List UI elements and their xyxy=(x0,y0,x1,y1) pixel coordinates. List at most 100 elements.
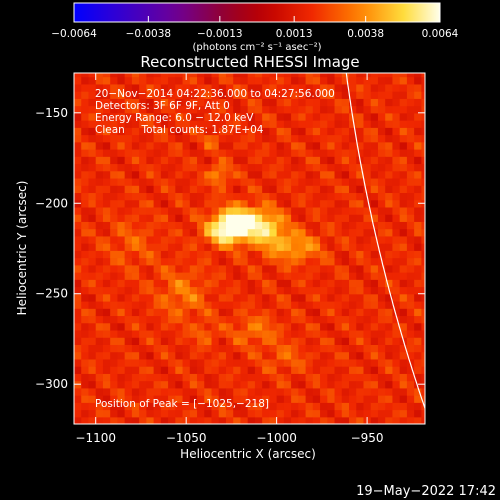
heatmap-cell xyxy=(269,105,278,114)
heatmap-cell xyxy=(218,351,227,360)
heatmap-cell xyxy=(175,344,184,353)
heatmap-cell xyxy=(305,141,314,150)
heatmap-cell xyxy=(320,387,328,396)
heatmap-cell xyxy=(160,235,169,244)
heatmap-cell xyxy=(247,112,256,121)
heatmap-cell xyxy=(421,337,425,345)
heatmap-cell xyxy=(240,206,249,215)
heatmap-cell xyxy=(225,170,234,179)
heatmap-cell xyxy=(298,228,307,237)
heatmap-cell xyxy=(131,243,140,251)
heatmap-cell xyxy=(312,243,321,251)
heatmap-cell xyxy=(421,293,425,302)
heatmap-cell xyxy=(421,358,425,367)
heatmap-cell xyxy=(262,221,270,230)
heatmap-cell xyxy=(327,83,336,92)
heatmap-cell xyxy=(197,76,205,85)
heatmap-cell xyxy=(153,141,162,150)
heatmap-cell xyxy=(370,351,379,360)
heatmap-cell xyxy=(385,409,394,418)
heatmap-cell xyxy=(269,257,278,266)
heatmap-cell xyxy=(414,170,422,179)
heatmap-cell xyxy=(168,177,176,186)
heatmap-cell xyxy=(88,214,97,222)
heatmap-cell xyxy=(218,308,227,317)
heatmap-cell xyxy=(341,221,350,230)
heatmap-cell xyxy=(182,83,191,92)
heatmap-cell xyxy=(320,286,328,295)
heatmap-cell xyxy=(283,264,292,273)
heatmap-cell xyxy=(254,185,263,194)
heatmap-cell xyxy=(204,344,213,353)
heatmap-cell xyxy=(385,199,394,208)
heatmap-cell xyxy=(175,105,184,114)
heatmap-cell xyxy=(131,112,140,121)
heatmap-cell xyxy=(421,91,425,99)
heatmap-cell xyxy=(95,156,104,165)
heatmap-cell xyxy=(197,344,205,353)
heatmap-cell xyxy=(81,315,90,324)
heatmap-cell xyxy=(370,221,379,230)
heatmap-cell xyxy=(262,185,270,194)
heatmap-cell xyxy=(110,250,119,259)
heatmap-cell xyxy=(291,221,299,230)
heatmap-cell xyxy=(370,250,379,259)
heatmap-cell xyxy=(182,148,191,157)
heatmap-cell xyxy=(204,243,213,251)
heatmap-cell xyxy=(262,214,270,222)
heatmap-cell xyxy=(95,112,104,121)
heatmap-cell xyxy=(102,351,111,360)
heatmap-cell xyxy=(189,199,198,208)
heatmap-cell xyxy=(392,83,401,92)
heatmap-cell xyxy=(363,279,372,288)
heatmap-cell xyxy=(124,73,133,78)
heatmap-cell xyxy=(168,387,176,396)
heatmap-cell xyxy=(356,279,365,288)
heatmap-cell xyxy=(399,300,408,309)
heatmap-cell xyxy=(370,120,379,128)
heatmap-cell xyxy=(291,163,299,172)
heatmap-cell xyxy=(349,293,357,302)
heatmap-cell xyxy=(153,293,162,302)
heatmap-cell xyxy=(153,177,162,186)
heatmap-cell xyxy=(102,91,111,99)
heatmap-cell xyxy=(153,214,162,222)
heatmap-cell xyxy=(146,185,155,194)
heatmap-cell xyxy=(320,134,328,143)
heatmap-cell xyxy=(197,221,205,230)
heatmap-cell xyxy=(81,272,90,280)
heatmap-cell xyxy=(349,416,357,424)
heatmap-cell xyxy=(95,250,104,259)
heatmap-cell xyxy=(197,148,205,157)
heatmap-cell xyxy=(377,141,386,150)
y-axis-label: Heliocentric Y (arcsec) xyxy=(15,181,29,316)
heatmap-cell xyxy=(218,73,227,78)
heatmap-cell xyxy=(175,358,184,367)
heatmap-cell xyxy=(218,387,227,396)
heatmap-cell xyxy=(153,185,162,194)
heatmap-cell xyxy=(370,134,379,143)
heatmap-cell xyxy=(262,206,270,215)
heatmap-cell xyxy=(146,322,155,331)
heatmap-cell xyxy=(370,416,379,424)
heatmap-cell xyxy=(110,206,119,215)
heatmap-cell xyxy=(153,156,162,165)
heatmap-cell xyxy=(385,112,394,121)
heatmap-cell xyxy=(139,293,147,302)
heatmap-cell xyxy=(305,192,314,201)
heatmap-cell xyxy=(88,91,97,99)
heatmap-cell xyxy=(247,221,256,230)
heatmap-cell xyxy=(406,83,415,92)
heatmap-cell xyxy=(146,120,155,128)
heatmap-cell xyxy=(414,221,422,230)
heatmap-cell xyxy=(269,272,278,280)
heatmap-cell xyxy=(139,300,147,309)
heatmap-cell xyxy=(117,373,126,382)
heatmap-cell xyxy=(160,112,169,121)
heatmap-cell xyxy=(182,337,191,345)
heatmap-cell xyxy=(240,127,249,136)
heatmap-cell xyxy=(363,91,372,99)
heatmap-cell xyxy=(305,409,314,418)
heatmap-cell xyxy=(349,214,357,222)
heatmap-cell xyxy=(283,170,292,179)
